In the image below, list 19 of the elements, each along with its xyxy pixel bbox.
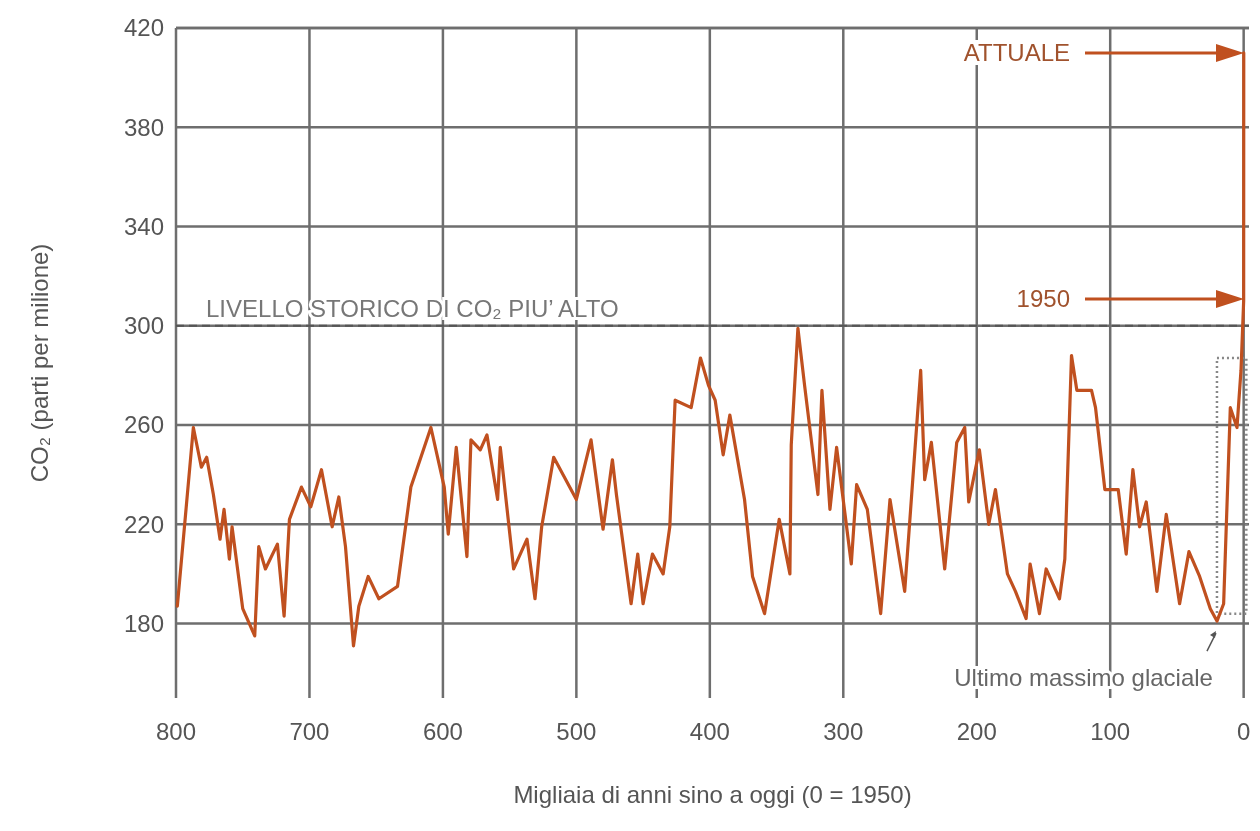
y-tick-label: 380 [123, 113, 164, 141]
y-tick-label: 180 [123, 609, 164, 637]
x-tick-label: 400 [689, 718, 730, 745]
y-tick-label: 420 [123, 14, 164, 42]
x-tick-label: 0 [1236, 718, 1251, 745]
y-axis-title: CO₂ (parti per milione) [26, 243, 53, 483]
x-tick-label: 600 [422, 718, 463, 745]
x-tick-label: 100 [1090, 718, 1131, 745]
x-tick-label: 200 [956, 718, 997, 745]
annotation: 1950 [1016, 285, 1070, 313]
y-tick-label: 260 [123, 411, 164, 439]
x-axis-title: Migliaia di anni sino a oggi (0 = 1950) [513, 781, 912, 808]
x-tick-label: 300 [823, 718, 864, 745]
x-tick-label: 500 [556, 718, 597, 745]
y-tick-label: 340 [123, 212, 164, 240]
x-tick-label: 800 [155, 718, 197, 745]
y-tick-label: 300 [123, 312, 164, 340]
y-tick-label: 220 [123, 510, 164, 538]
x-tick-label: 700 [289, 718, 330, 745]
